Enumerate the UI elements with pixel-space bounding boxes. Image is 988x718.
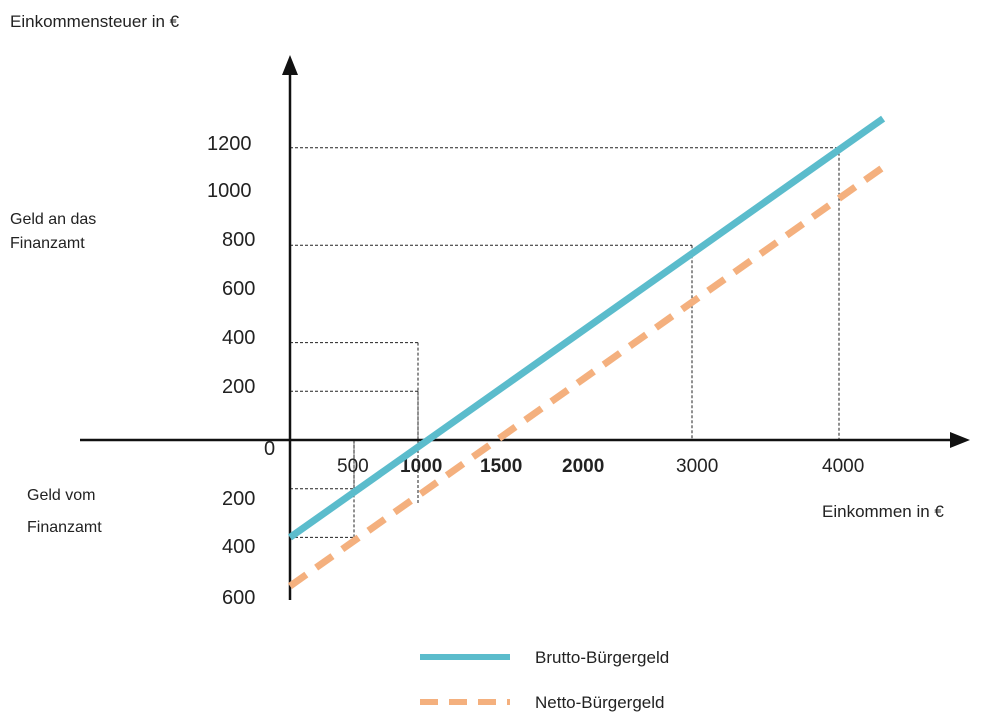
region-label-positive-2: Finanzamt <box>10 235 85 252</box>
y-tick-label-800: 800 <box>222 229 255 251</box>
x-axis-title: Einkommen in € <box>822 502 944 521</box>
y-tick-label-1000: 1000 <box>207 180 252 202</box>
y-tick-label-neg-200: 200 <box>222 488 255 510</box>
x-tick-label-2000: 2000 <box>562 456 604 477</box>
y-tick-label-400: 400 <box>222 327 255 349</box>
x-tick-label-3000: 3000 <box>676 456 718 477</box>
y-tick-label-200: 200 <box>222 376 255 398</box>
x-tick-label-500: 500 <box>337 456 369 477</box>
y-tick-label-600: 600 <box>222 278 255 300</box>
y-tick-label-zero: 0 <box>264 438 275 460</box>
series-line-brutto <box>287 115 886 541</box>
x-tick-label-1500: 1500 <box>480 456 522 477</box>
y-axis-title: Einkommensteuer in € <box>10 12 180 31</box>
x-tick-label-1000: 1000 <box>400 456 442 477</box>
guide-lines <box>290 147 840 538</box>
region-label-positive-1: Geld an das <box>10 211 96 228</box>
y-tick-label-neg-400: 400 <box>222 536 255 558</box>
legend-label-brutto: Brutto-Bürgergeld <box>535 648 669 667</box>
y-axis-arrow <box>282 55 298 75</box>
region-label-negative-1: Geld vom <box>27 487 95 504</box>
x-tick-label-4000: 4000 <box>822 456 864 477</box>
series-line-netto <box>287 164 886 589</box>
region-label-negative-2: Finanzamt <box>27 519 102 536</box>
y-tick-label-1200: 1200 <box>207 133 252 155</box>
y-tick-label-neg-600: 600 <box>222 587 255 609</box>
x-axis-arrow <box>950 432 970 448</box>
series-lines <box>287 115 886 589</box>
legend-label-netto: Netto-Bürgergeld <box>535 693 664 712</box>
x-tick-labels: 500 1000 1500 2000 3000 4000 <box>337 456 864 477</box>
